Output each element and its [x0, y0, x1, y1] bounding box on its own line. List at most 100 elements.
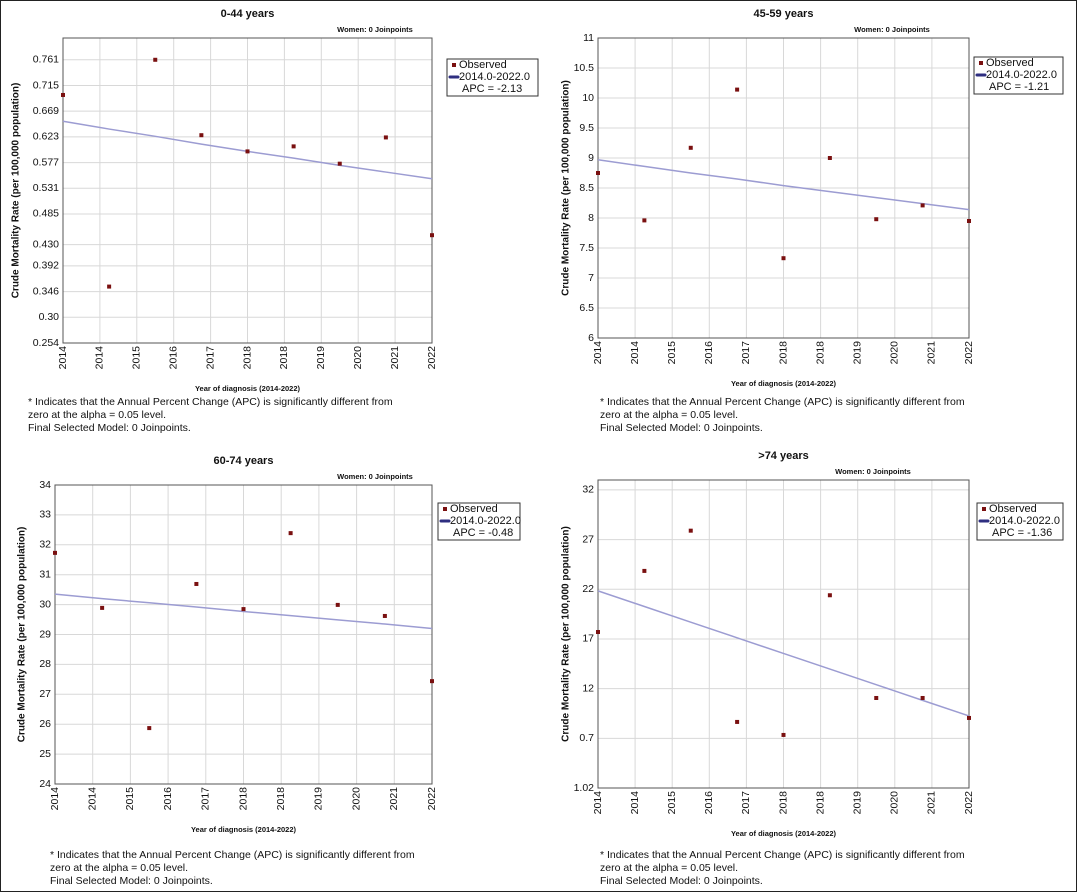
chart-panel: 2014 2014 2015 2016 2017 2018 2018 2019 2020 2021… [17, 455, 521, 887]
x-tick-label: 2022 [426, 787, 438, 811]
legend-box [976, 502, 1064, 541]
point [430, 233, 434, 238]
y-axis-label: Crude Mortality Rate (per 100,000 popula… [17, 527, 28, 743]
x-tick-label: 2017 [740, 791, 752, 815]
chart-title: 60-74 years [214, 455, 274, 467]
y-tick-label: 0.623 [33, 131, 59, 143]
point [107, 284, 112, 289]
chart-subtitle: Women: 0 Joinpoints [835, 467, 911, 476]
point [383, 135, 388, 140]
x-tick-label: 2018 [241, 346, 253, 370]
x-tick-label: 2016 [703, 341, 715, 365]
point [920, 695, 925, 700]
point [291, 144, 296, 149]
y-tick-label: 34 [39, 479, 51, 491]
x-tick-label: 2014 [592, 791, 604, 815]
legend-label: 2014.0-2022.0 [986, 69, 1057, 81]
y-tick-label: 22 [582, 583, 594, 595]
legend-label: Observed [986, 57, 1034, 69]
legend-marker [979, 61, 983, 65]
y-tick-label: 30 [39, 598, 51, 610]
y-tick-label: 17 [582, 633, 594, 645]
chart-panel: 2014 2014 2015 2016 2017 2018 2018 2019 2020 2021… [561, 8, 1064, 434]
point [688, 528, 693, 533]
y-tick-label: 6.5 [579, 302, 594, 314]
x-tick-label: 2014 [629, 341, 641, 365]
point [642, 218, 647, 223]
point [735, 719, 740, 724]
x-tick-label: 2018 [275, 787, 287, 811]
x-tick-label: 2022 [963, 341, 975, 365]
point [61, 92, 65, 97]
x-tick-label: 2014 [86, 787, 98, 811]
x-tick-label: 2014 [49, 787, 61, 811]
legend-label: Observed [459, 59, 507, 71]
footnote: zero at the alpha = 0.05 level. [28, 409, 166, 421]
x-tick-label: 2015 [666, 791, 678, 815]
point [642, 568, 647, 573]
plot-frame [62, 37, 433, 344]
y-tick-label: 8 [588, 212, 594, 224]
point [100, 605, 105, 610]
x-tick-label: 2022 [963, 791, 975, 815]
x-tick-label: 2016 [703, 791, 715, 815]
x-tick-label: 2019 [313, 787, 325, 811]
y-tick-label: 0.715 [33, 79, 59, 91]
footnote: * Indicates that the Annual Percent Chan… [28, 396, 393, 408]
y-tick-label: 0.392 [33, 260, 59, 272]
x-tick-label: 2014 [592, 341, 604, 365]
footnote: Final Selected Model: 0 Joinpoints. [600, 422, 763, 434]
y-tick-label: 25 [39, 748, 51, 760]
y-tick-label: 0.346 [33, 285, 59, 297]
point [827, 156, 832, 160]
y-tick-label: 0.577 [33, 156, 59, 168]
point [199, 133, 204, 138]
legend-label: Observed [989, 503, 1037, 515]
point [337, 161, 342, 166]
y-tick-label: 0.30 [39, 311, 60, 323]
point [874, 695, 879, 700]
y-tick-label: 1.02 [574, 782, 595, 794]
x-tick-label: 2020 [889, 341, 901, 365]
y-axis-label: Crude Mortality Rate (per 100,000 popula… [561, 526, 572, 742]
point [596, 630, 600, 635]
footnote: * Indicates that the Annual Percent Chan… [600, 849, 965, 861]
point [688, 145, 693, 150]
fit-line [597, 159, 970, 211]
footnote: * Indicates that the Annual Percent Chan… [50, 849, 415, 861]
point [596, 171, 600, 175]
point [967, 715, 971, 720]
fit-line [597, 590, 970, 717]
fit-line [54, 593, 433, 630]
y-tick-label: 7 [588, 272, 594, 284]
y-tick-label: 26 [39, 718, 51, 730]
plot-frame [597, 37, 970, 339]
y-tick-label: 24 [39, 778, 51, 790]
x-tick-label: 2018 [777, 341, 789, 365]
legend-note: APC = -1.21 [989, 81, 1049, 93]
footnote: * Indicates that the Annual Percent Chan… [600, 396, 965, 408]
legend-label: 2014.0-2022.0 [450, 515, 521, 527]
y-tick-label: 0.7 [579, 732, 594, 744]
legend-box [973, 56, 1064, 95]
y-axis-label: Crude Mortality Rate (per 100,000 popula… [561, 80, 572, 296]
x-tick-label: 2014 [57, 346, 69, 370]
x-tick-label: 2018 [278, 346, 290, 370]
y-tick-label: 7.5 [579, 242, 594, 254]
point [781, 256, 786, 261]
legend-marker [443, 507, 447, 511]
chart-title: 45-59 years [754, 8, 814, 20]
footnote: zero at the alpha = 0.05 level. [600, 862, 738, 874]
y-axis-label: Crude Mortality Rate (per 100,000 popula… [11, 83, 22, 299]
chart-panel: 2014 2014 2015 2016 2017 2018 2018 2019 2020 2021… [561, 450, 1064, 887]
legend-note: APC = -1.36 [992, 527, 1052, 539]
y-tick-label: 10.5 [574, 62, 595, 74]
point [53, 550, 57, 555]
x-tick-label: 2021 [388, 787, 400, 811]
legend-box [446, 58, 539, 97]
y-tick-label: 0.669 [33, 105, 59, 117]
y-tick-label: 12 [582, 682, 594, 694]
chart-subtitle: Women: 0 Joinpoints [337, 25, 413, 34]
y-tick-label: 32 [39, 539, 51, 551]
y-tick-label: 0.485 [33, 208, 59, 220]
